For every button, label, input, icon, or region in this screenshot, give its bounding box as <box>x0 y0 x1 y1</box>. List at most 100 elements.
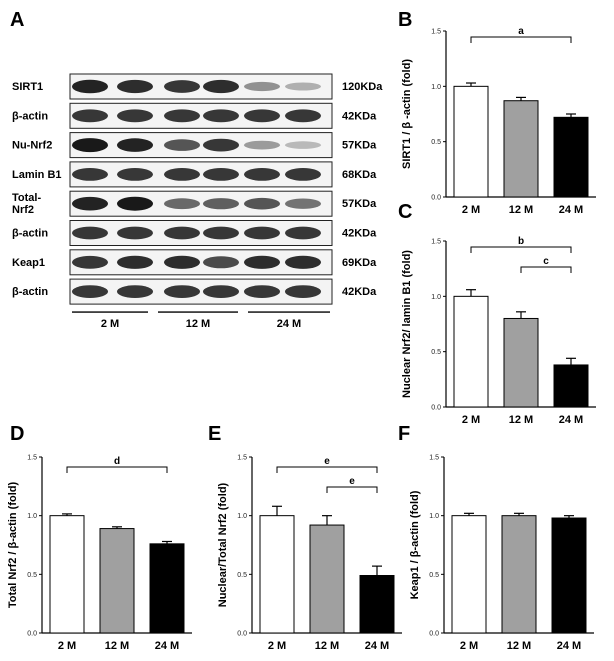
significance-label: b <box>518 236 524 247</box>
x-tick-label: 12 M <box>315 640 339 652</box>
blot-band <box>203 138 239 152</box>
significance-bracket <box>520 266 572 273</box>
blot-band <box>72 196 108 211</box>
panel-letter-b: B <box>398 9 412 31</box>
blot-row-label: β-actin <box>12 286 48 298</box>
blot-band <box>244 168 280 181</box>
bar <box>259 515 295 634</box>
blot-band <box>164 226 200 240</box>
significance-label: d <box>114 456 120 467</box>
x-tick-label: 12 M <box>509 414 533 426</box>
blot-group-label: 2 M <box>101 318 119 330</box>
blot-band <box>203 285 239 298</box>
bar <box>451 515 487 634</box>
blot-band <box>117 79 153 94</box>
y-axis-label: Nuclear/Total Nrf2 (fold) <box>217 482 229 607</box>
blot-band <box>164 255 200 269</box>
y-tick-label: 0.0 <box>27 631 37 638</box>
x-tick-label: 24 M <box>557 640 581 652</box>
blot-band <box>164 285 200 298</box>
y-tick-label: 1.0 <box>431 294 441 301</box>
blot-row-label: Keap1 <box>12 257 45 269</box>
bar <box>553 116 589 198</box>
bar <box>49 515 85 634</box>
y-axis-label: Keap1 / β-actin (fold) <box>409 490 421 599</box>
chart-panel-d: 0.0 0.5 1.0 1.5 Total Nrf2 / β-actin (fold) 2… <box>7 455 192 652</box>
panel-letter-c: C <box>398 201 412 223</box>
y-tick-label: 1.0 <box>429 513 439 520</box>
blot-band <box>244 81 280 92</box>
significance-bracket <box>470 36 572 43</box>
y-tick-label: 0.0 <box>429 631 439 638</box>
blot-size-label: 69KDa <box>342 257 377 269</box>
blot-band <box>244 226 280 240</box>
blot-band <box>285 198 321 209</box>
blot-band <box>203 109 239 123</box>
blot-band <box>117 196 153 211</box>
x-tick-label: 12 M <box>507 640 531 652</box>
blot-band <box>164 198 200 210</box>
blot-row-label: Nrf2 <box>12 204 34 216</box>
y-tick-label: 1.5 <box>429 455 439 462</box>
significance-bracket <box>276 466 378 473</box>
panel-letter-d: D <box>10 423 24 445</box>
blot-band <box>72 79 108 94</box>
significance-label: e <box>324 456 330 467</box>
y-tick-label: 0.5 <box>431 139 441 146</box>
blot-band <box>117 109 153 123</box>
blot-row-label: Total- <box>12 192 41 204</box>
x-tick-label: 12 M <box>509 204 533 216</box>
blot-band <box>285 141 321 149</box>
y-tick-label: 1.5 <box>27 455 37 462</box>
x-tick-label: 2 M <box>462 414 480 426</box>
y-axis-label: Total Nrf2 / β-actin (fold) <box>7 482 19 609</box>
y-tick-label: 0.5 <box>27 572 37 579</box>
x-tick-label: 24 M <box>559 414 583 426</box>
blot-band <box>164 139 200 151</box>
blot-size-label: 57KDa <box>342 140 377 152</box>
bar-charts: 0.0 0.5 1.0 1.5 SIRT1 / β -actin (fold) 2 M 12… <box>7 26 596 652</box>
blot-band <box>203 79 239 94</box>
y-tick-label: 1.5 <box>237 455 247 462</box>
x-tick-label: 2 M <box>58 640 76 652</box>
blot-band <box>72 226 108 240</box>
panel-letter-a: A <box>10 9 24 31</box>
blot-row-label: Lamin B1 <box>12 169 62 181</box>
x-tick-label: 2 M <box>268 640 286 652</box>
blot-band <box>164 168 200 181</box>
x-tick-label: 24 M <box>559 204 583 216</box>
blot-size-label: 120KDa <box>342 81 383 93</box>
blot-band <box>244 109 280 123</box>
x-tick-label: 24 M <box>365 640 389 652</box>
blot-band <box>244 140 280 150</box>
blot-band <box>72 138 108 153</box>
chart-panel-c: 0.0 0.5 1.0 1.5 Nuclear Nrf2/ lamin B1 (fold… <box>401 236 596 426</box>
blot-band <box>285 285 321 298</box>
blot-band <box>117 168 153 181</box>
y-tick-label: 1.5 <box>431 29 441 36</box>
panel-letter-e: E <box>208 423 221 445</box>
blot-size-label: 57KDa <box>342 198 377 210</box>
blot-band <box>285 168 321 181</box>
y-tick-label: 0.5 <box>237 572 247 579</box>
blot-band <box>72 255 108 269</box>
blot-band <box>117 285 153 298</box>
bar <box>149 543 185 634</box>
y-tick-label: 1.0 <box>431 84 441 91</box>
blot-band <box>117 226 153 240</box>
blot-band <box>203 168 239 181</box>
blot-band <box>285 82 321 91</box>
blot-band <box>117 255 153 269</box>
x-tick-label: 12 M <box>105 640 129 652</box>
bar <box>453 295 489 408</box>
x-tick-label: 24 M <box>155 640 179 652</box>
blot-band <box>164 109 200 123</box>
western-blot: SIRT1 120KDa β-actin 42KDa Nu-Nrf2 57KDa Lamin… <box>12 73 383 330</box>
y-axis-label: Nuclear Nrf2/ lamin B1 (fold) <box>401 250 413 398</box>
bar <box>359 575 395 634</box>
chart-panel-e: 0.0 0.5 1.0 1.5 Nuclear/Total Nrf2 (fold) 2 M… <box>217 455 402 652</box>
y-tick-label: 0.5 <box>431 349 441 356</box>
y-tick-label: 0.5 <box>429 572 439 579</box>
bar <box>501 515 537 634</box>
blot-band <box>72 168 108 181</box>
